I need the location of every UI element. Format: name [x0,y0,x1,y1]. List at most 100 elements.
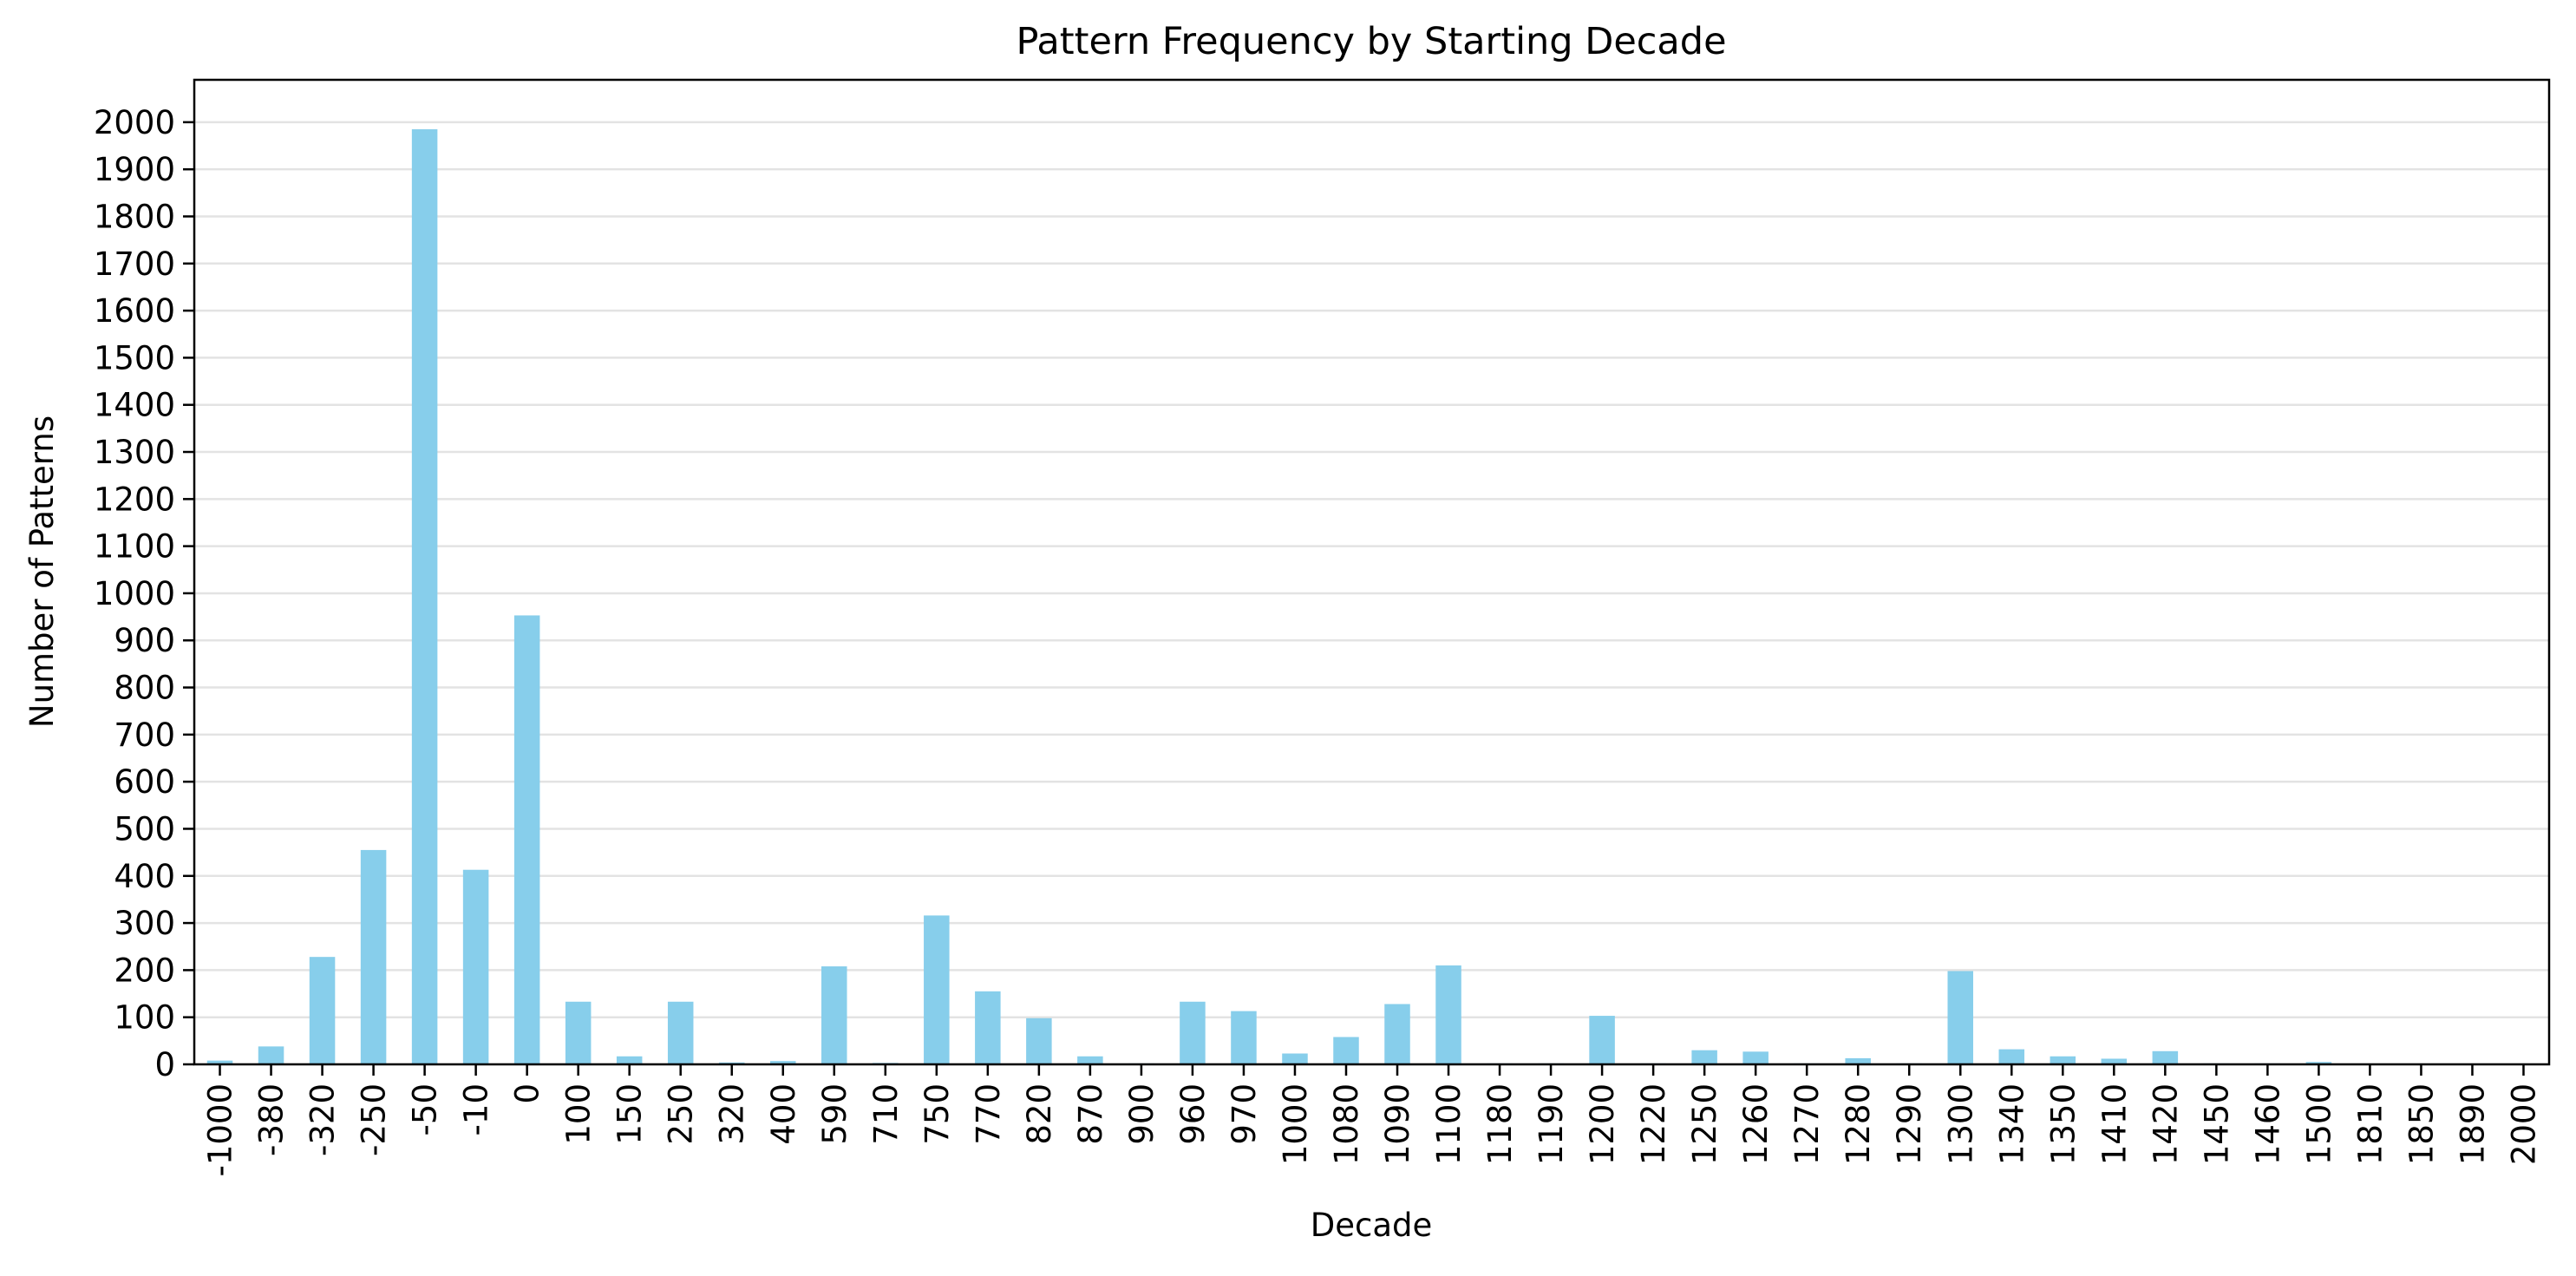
x-tick-label: 820 [1021,1083,1058,1145]
bar [667,1001,694,1064]
bar [821,966,847,1064]
x-tick-label: 1300 [1942,1083,1979,1165]
bar [2101,1058,2128,1064]
x-tick-label: 770 [970,1083,1007,1145]
y-tick-label: 300 [114,905,175,942]
y-tick-label: 200 [114,952,175,989]
x-tick-label: 1090 [1379,1083,1416,1165]
y-tick-label: 700 [114,717,175,754]
x-tick-label: 1350 [2044,1083,2082,1165]
y-tick-label: 1800 [94,198,175,235]
bar [2305,1062,2332,1064]
bar [1947,971,1974,1064]
y-tick-label: 800 [114,670,175,707]
x-tick-label: 750 [919,1083,956,1145]
y-tick-label: 0 [154,1046,175,1083]
x-tick-label: 1180 [1481,1083,1519,1165]
x-tick-label: 1340 [1993,1083,2030,1165]
bar [513,615,540,1064]
x-tick-label: 1080 [1328,1083,1365,1165]
y-tick-label: 500 [114,810,175,847]
x-tick-label: 1000 [1277,1083,1314,1165]
x-tick-label: 100 [560,1083,598,1145]
bar [360,849,387,1064]
x-tick-label: -50 [407,1083,444,1135]
x-tick-label: 1200 [1584,1083,1621,1165]
bar [1180,1001,1206,1064]
x-tick-label: -1000 [202,1083,239,1177]
bar [1589,1016,1615,1064]
bar [1333,1037,1359,1064]
y-tick-label: 1400 [94,387,175,424]
y-tick-label: 600 [114,763,175,801]
x-tick-label: 900 [1123,1083,1161,1145]
x-tick-label: 1100 [1430,1083,1468,1165]
y-tick-label: 400 [114,858,175,895]
y-tick-label: 1900 [94,151,175,188]
bar [1231,1011,1257,1064]
bar [1282,1053,1308,1064]
x-tick-label: 1420 [2147,1083,2184,1165]
bar [1077,1056,1103,1064]
x-axis-label: Decade [1311,1207,1433,1244]
bar [1435,965,1461,1064]
y-tick-label: 1100 [94,528,175,566]
bar [975,991,1001,1064]
x-tick-label: 960 [1174,1083,1212,1145]
x-tick-label: 870 [1072,1083,1109,1145]
bars [206,129,2537,1065]
bar [462,869,489,1064]
bar [1845,1057,1871,1064]
x-tick-label: 150 [611,1083,649,1145]
bar [309,957,336,1064]
bar [1742,1051,1769,1064]
chart-title: Pattern Frequency by Starting Decade [1016,20,1726,63]
bar [769,1061,796,1064]
bar [206,1060,233,1064]
x-tick-label: 0 [509,1083,546,1104]
bar [1998,1049,2025,1064]
x-tick-label: 1500 [2300,1083,2337,1165]
x-tick-label: -380 [253,1083,291,1156]
x-tick-label: 1220 [1635,1083,1672,1165]
y-tick-label: 1300 [94,434,175,471]
x-tick-label: 2000 [2505,1083,2542,1165]
x-tick-label: -250 [356,1083,393,1156]
y-tick-label: 1200 [94,481,175,518]
x-tick-label: 400 [765,1083,802,1145]
x-tick-label: 250 [663,1083,700,1145]
x-tick-label: 1250 [1686,1083,1723,1165]
y-tick-label: 1600 [94,292,175,330]
bar [616,1056,643,1064]
y-tick-label: 1000 [94,575,175,612]
x-tick-label: 1810 [2351,1083,2389,1165]
bar [1026,1018,1052,1064]
x-tick-label: 590 [816,1083,853,1145]
x-tick-label: -10 [458,1083,495,1135]
x-tick-label: 1850 [2403,1083,2440,1165]
x-tick-label: 1270 [1788,1083,1826,1165]
bar [2050,1056,2076,1064]
y-tick-label: 1500 [94,339,175,376]
y-tick-label: 100 [114,999,175,1037]
x-tick-label: 1280 [1840,1083,1877,1165]
bar [258,1046,284,1064]
x-tick-label: 1190 [1533,1083,1570,1165]
bar [924,915,950,1064]
x-tick-label: 1890 [2454,1083,2491,1165]
plot-frame [193,78,2551,1066]
bar [1691,1050,1717,1064]
x-tick-label: 1290 [1891,1083,1928,1165]
y-tick-label: 1700 [94,245,175,283]
x-tick-label: 1460 [2249,1083,2286,1165]
x-tick-label: 1450 [2198,1083,2235,1165]
x-axis-ticks: -1000 -380 -320 -250 -50 -10 0 100 150 250 320 400 5… [202,1064,2542,1177]
bar [411,129,438,1065]
x-tick-label: 1410 [2095,1083,2133,1165]
x-tick-label: 320 [714,1083,751,1145]
x-tick-label: 970 [1226,1083,1263,1145]
y-axis-label: Number of Patterns [23,416,61,728]
